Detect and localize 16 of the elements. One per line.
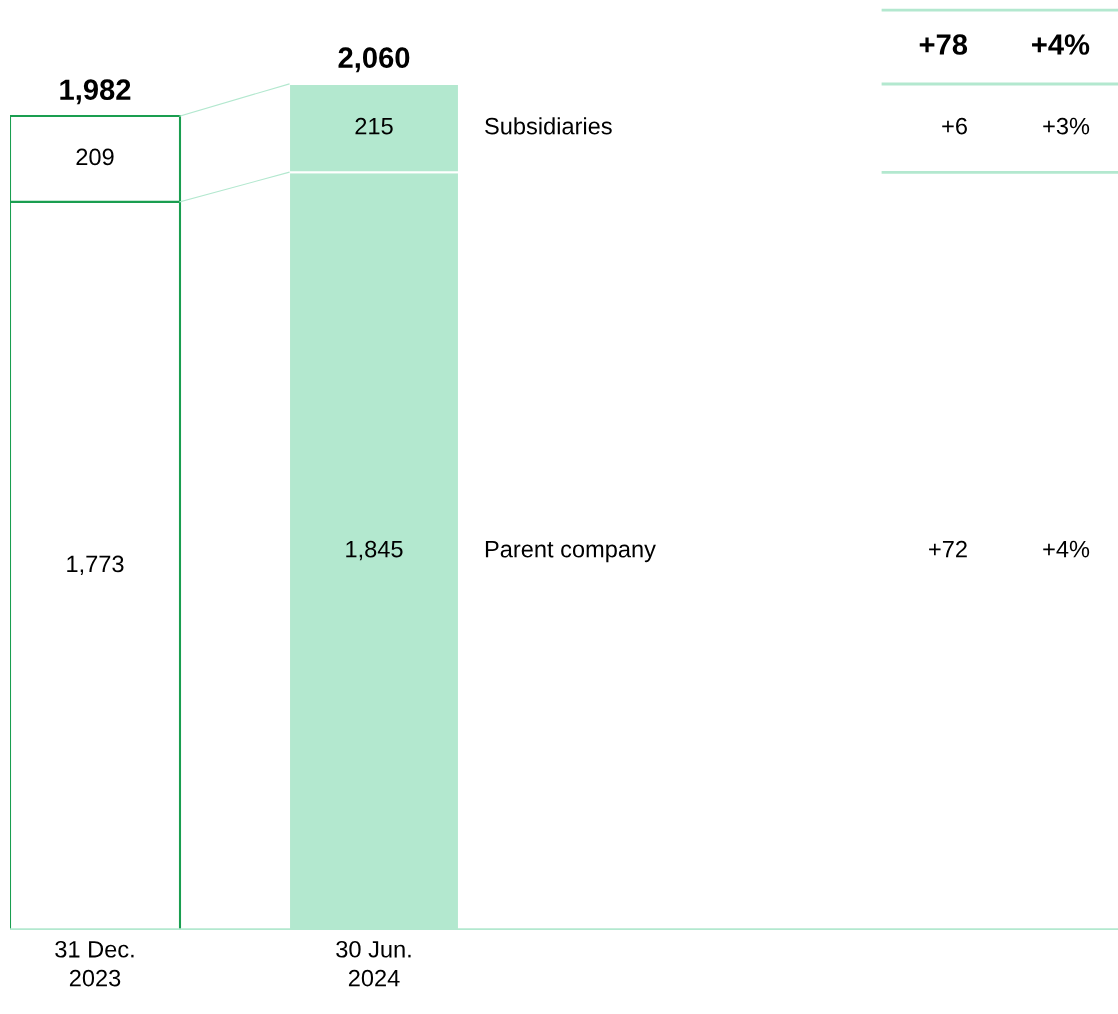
x-tick-label: 31 Dec. 2023 — [55, 940, 134, 987]
text: +4% — [1043, 540, 1090, 558]
series-label: Parent company — [485, 541, 656, 563]
text: +6 — [942, 117, 967, 135]
text: +72 — [929, 540, 967, 558]
data-label: 215 — [355, 117, 393, 135]
x-tick-label: 30 Jun. 2024 — [336, 940, 411, 987]
data-label: 1,773 — [67, 555, 124, 576]
series-label: Subsidiaries — [485, 117, 612, 135]
text: +4% — [1032, 34, 1090, 55]
data-label: 1,845 — [346, 540, 403, 561]
text: +78 — [919, 34, 968, 55]
total-label: 2,060 — [338, 47, 410, 73]
total-label: 1,982 — [60, 79, 131, 105]
text: +3% — [1043, 117, 1090, 135]
data-label: 209 — [76, 148, 114, 166]
